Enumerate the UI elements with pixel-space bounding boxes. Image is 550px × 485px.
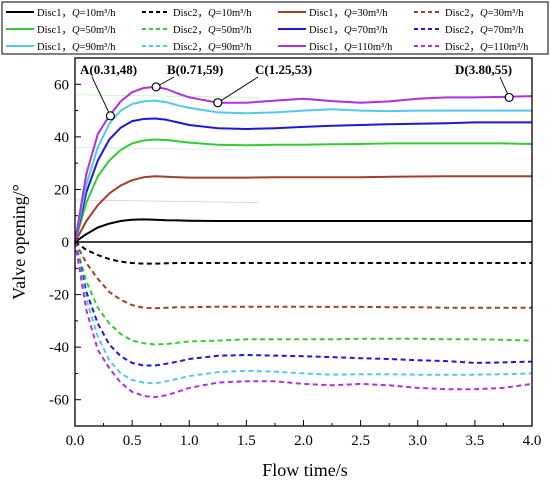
annotation-leader (217, 76, 259, 104)
annotation-marker (105, 111, 116, 121)
legend-entry-label: Disc1，Q=110m³/h (309, 42, 393, 53)
legend-entry-label: Disc2，Q=70m³/h (445, 25, 524, 36)
legend-entry-label: Disc1，Q=70m³/h (309, 25, 388, 36)
y-tick-label: 60 (54, 77, 69, 93)
series-line-disc1-6 (74, 117, 532, 243)
y-tick-label: 40 (54, 130, 69, 146)
legend-entry-label: Disc2，Q=10m³/h (173, 8, 252, 19)
y-tick-label: -40 (49, 340, 69, 356)
series-line-disc2-5 (74, 241, 533, 346)
legend-entry-label: Disc2，Q=30m³/h (445, 8, 524, 19)
legend-entry-label: Disc1，Q=50m³/h (37, 25, 116, 36)
annotation-label: D(3.80,55) (455, 62, 512, 77)
x-tick-label: 4.0 (523, 433, 542, 449)
x-tick-label: 0.5 (123, 433, 142, 449)
annotations-layer: A(0.31,48) B(0.71,59) C(1.25,53) D(3.80,55) (80, 62, 514, 121)
y-tick-label: -60 (49, 393, 69, 409)
x-tick-label: 2.0 (294, 433, 313, 449)
x-axis-title: Flow time/s (262, 460, 348, 480)
x-tick-label: 3.0 (408, 433, 427, 449)
y-tick-label: 0 (62, 235, 70, 251)
legend-entry-label: Disc2，Q=50m³/h (173, 25, 252, 36)
series-line-disc1-8 (74, 99, 532, 243)
legend: Disc1，Q=10m³/h Disc2，Q=10m³/h Disc1，Q=30m³… (1, 1, 549, 55)
annotation-marker (504, 92, 514, 103)
annotation-leader (91, 76, 111, 117)
series-line-disc2-3 (74, 241, 532, 310)
y-tick-label: 20 (54, 182, 69, 198)
series-line-disc1-4 (74, 138, 533, 243)
series-line-disc2-1 (74, 241, 532, 265)
legend-entry-label: Disc1，Q=90m³/h (37, 42, 116, 53)
legend-entry-label: Disc1，Q=30m³/h (309, 8, 388, 19)
x-tick-label: 1.0 (180, 433, 199, 449)
legend-entry-label: Disc1，Q=10m³/h (37, 8, 116, 19)
annotation-marker (151, 82, 161, 92)
x-tick-label: 1.5 (237, 433, 256, 449)
x-tick-label: 0.0 (66, 433, 85, 449)
legend-box (1, 1, 549, 55)
annotation-label: C(1.25,53) (255, 62, 312, 77)
ghost-trace (74, 199, 258, 203)
annotation-marker (213, 98, 223, 108)
series-line-disc1-0 (74, 218, 532, 243)
series-line-disc1-2 (74, 175, 532, 243)
annotation-label: A(0.31,48) (80, 62, 137, 77)
legend-entry-label: Disc2，Q=110m³/h (445, 42, 529, 53)
legend-entry-label: Disc2，Q=90m³/h (173, 42, 252, 53)
y-axis-title: Valve opening/° (9, 184, 29, 300)
y-tick-label: -20 (49, 288, 69, 304)
x-tick-label: 3.5 (466, 433, 485, 449)
series-line-disc2-9 (74, 241, 533, 385)
series-line-disc2-11 (74, 241, 533, 399)
x-tick-label: 2.5 (351, 433, 370, 449)
axes-layer: 0.0 0.5 1.0 1.5 2.0 2.5 3.0 3.5 4.0 -60 -40 -20 0 20 4… (49, 57, 542, 449)
annotation-label: B(0.71,59) (167, 62, 223, 77)
series-line-disc2-7 (74, 241, 533, 367)
